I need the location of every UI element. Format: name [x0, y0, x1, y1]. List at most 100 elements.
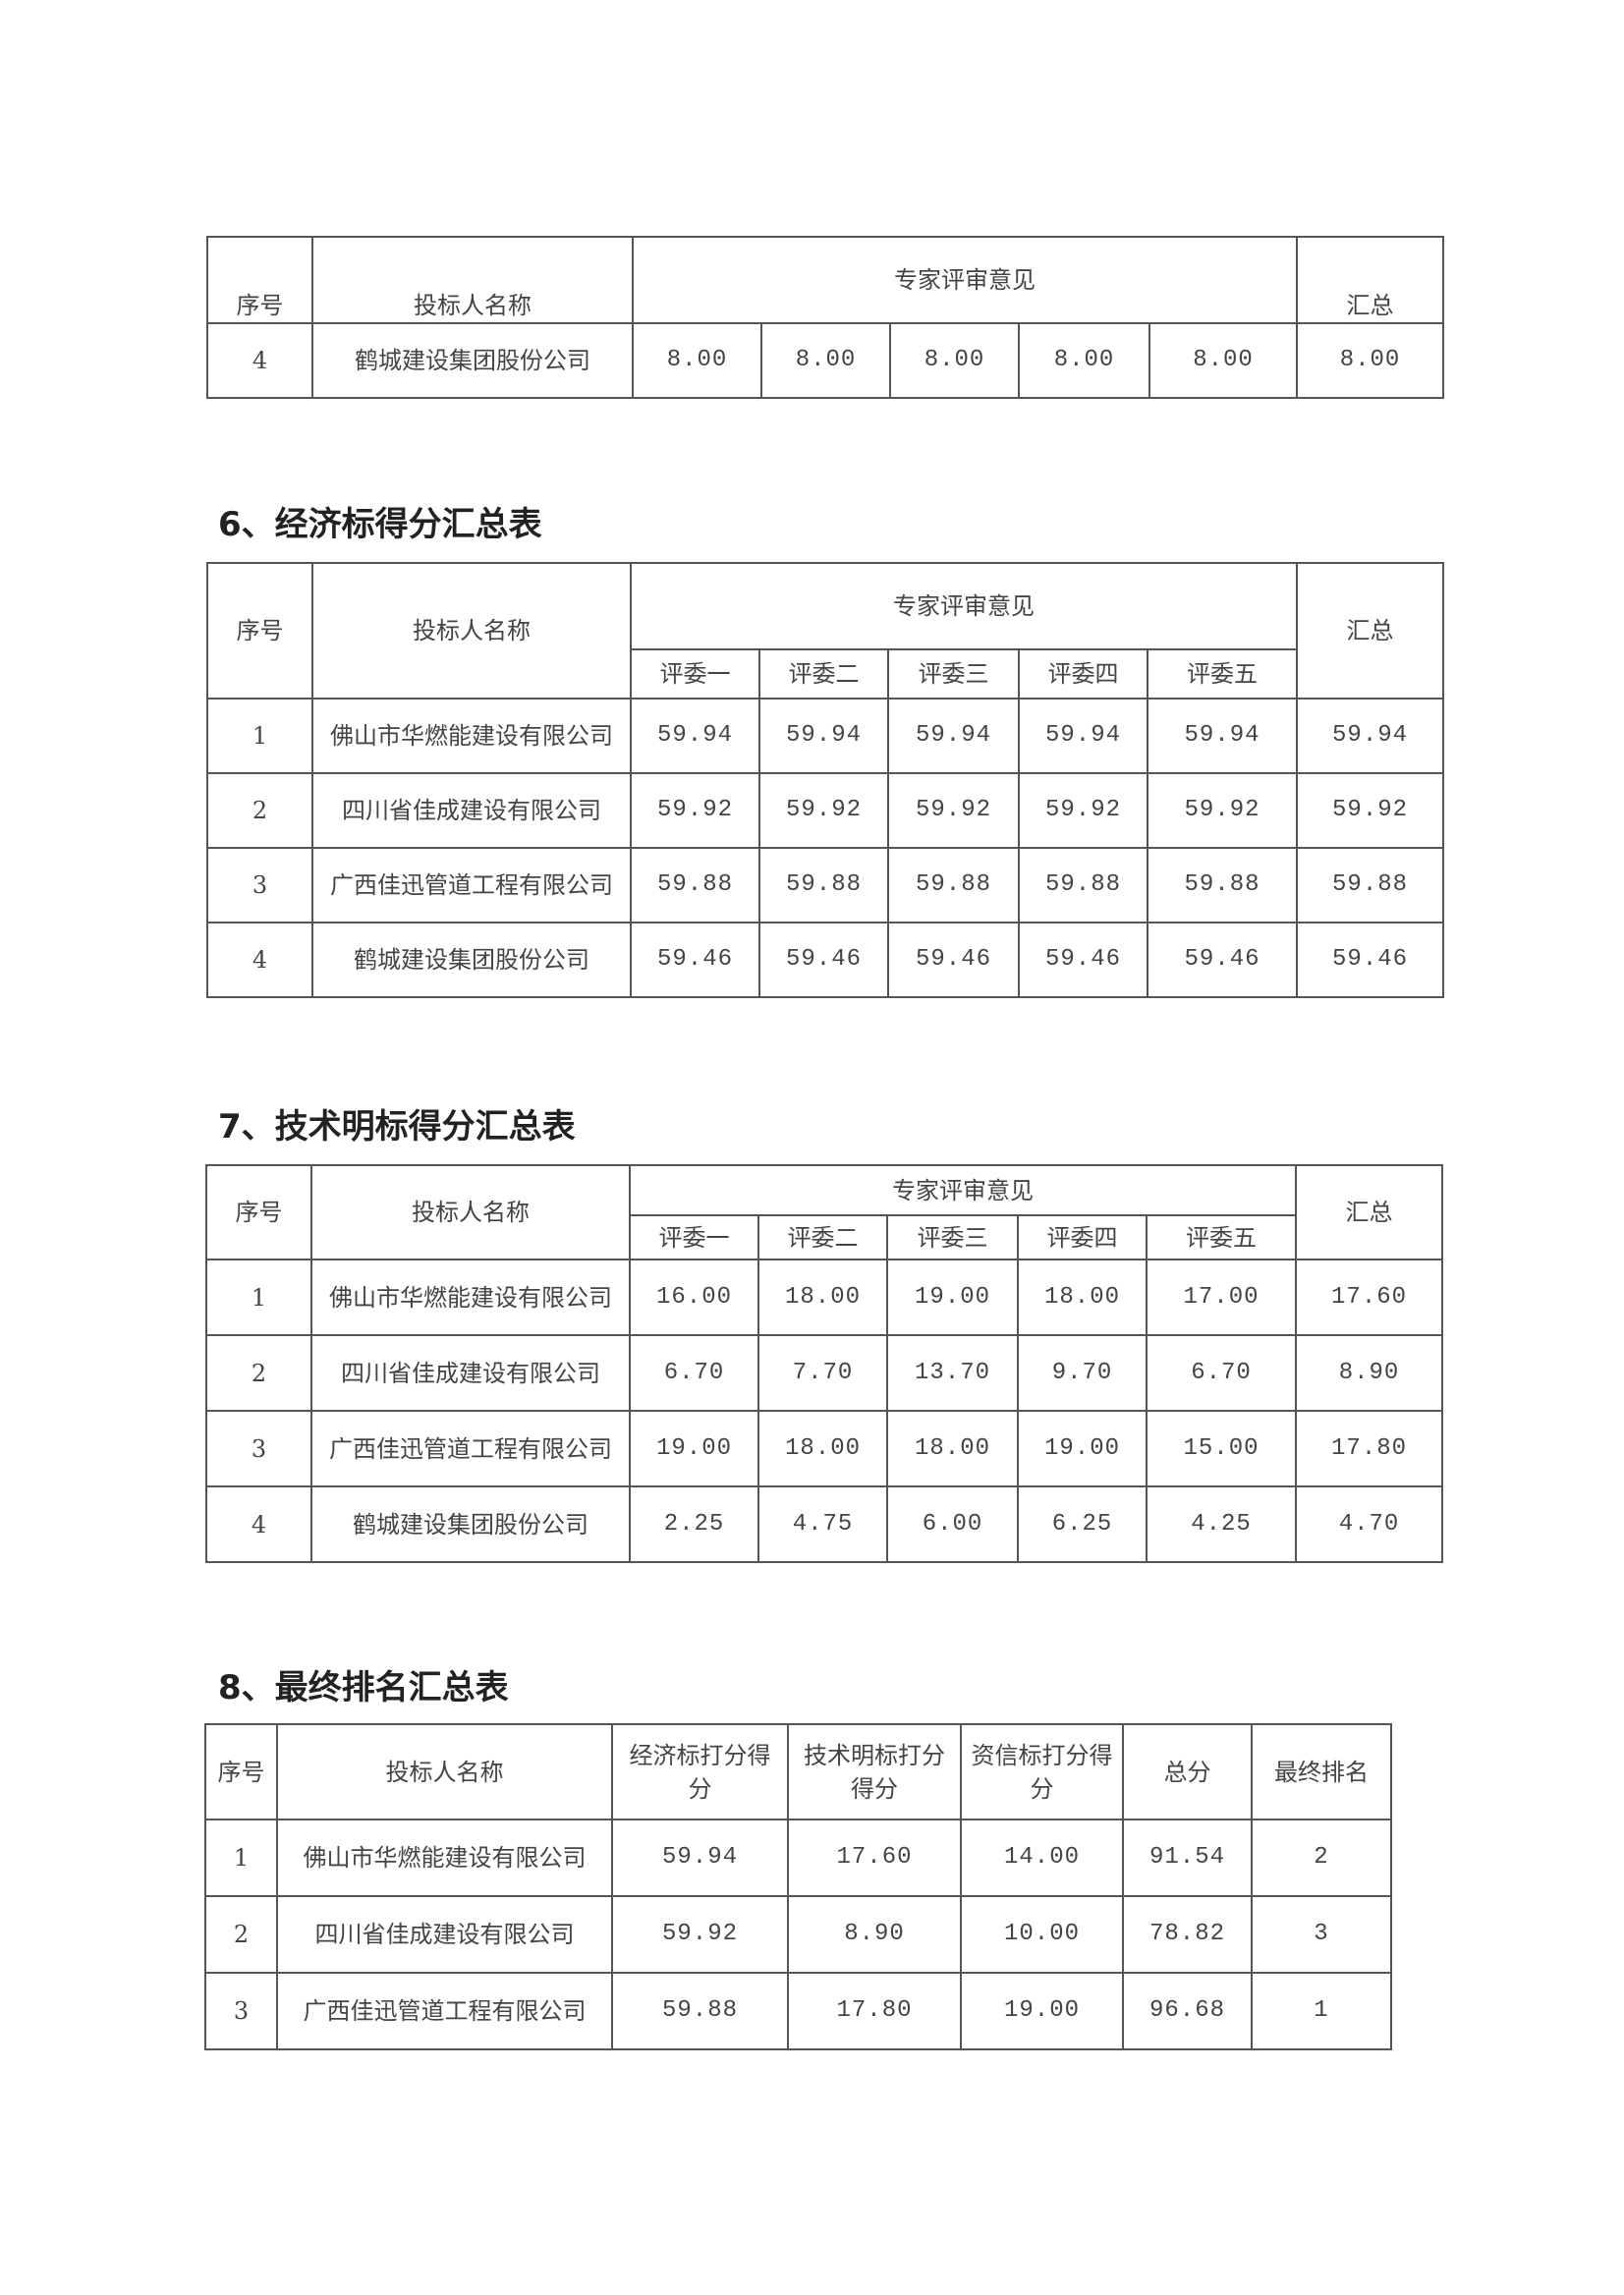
cell-score: 16.00	[629, 1259, 759, 1336]
header-judge-3: 评委三	[886, 1214, 1019, 1260]
cell-score: 17.00	[1145, 1259, 1298, 1336]
cell-total: 8.90	[1295, 1334, 1444, 1412]
cell-name: 鹤城建设集团股份公司	[311, 322, 634, 399]
cell-score: 18.00	[886, 1410, 1019, 1487]
cell-score: 8.00	[632, 322, 762, 399]
cell-score: 59.94	[630, 698, 760, 774]
cell-total: 8.00	[1296, 322, 1445, 399]
header-judge-5: 评委五	[1145, 1214, 1298, 1260]
cell-index: 4	[206, 322, 313, 399]
cell-total: 59.88	[1296, 847, 1445, 924]
cell-score: 59.46	[758, 922, 889, 998]
cell-total: 91.54	[1122, 1819, 1253, 1897]
cell-score: 59.92	[1018, 772, 1148, 849]
section-title-7: 7、技术明标得分汇总表	[218, 1107, 576, 1147]
cell-index: 4	[205, 1485, 312, 1563]
cell-score: 59.92	[887, 772, 1020, 849]
cell-score: 59.94	[1018, 698, 1148, 774]
table-row: 4 鹤城建设集团股份公司 8.00 8.00 8.00 8.00 8.00 8.…	[206, 322, 1445, 399]
cell-total: 59.94	[1296, 698, 1445, 774]
cell-score: 19.00	[629, 1410, 759, 1487]
cell-score: 19.00	[1017, 1410, 1148, 1487]
cell-score: 9.70	[1017, 1334, 1148, 1412]
header-index: 序号	[204, 1723, 278, 1820]
table-row: 3 广西佳迅管道工程有限公司 19.00 18.00 18.00 19.00 15.00 17…	[205, 1410, 1444, 1487]
cell-name: 佛山市华燃能建设有限公司	[276, 1819, 613, 1897]
cell-score: 18.00	[1017, 1259, 1148, 1336]
header-economic: 经济标打分得分	[611, 1723, 789, 1820]
cell-score: 59.88	[1018, 847, 1148, 924]
cell-index: 1	[205, 1259, 312, 1336]
cell-score: 8.00	[1148, 322, 1299, 399]
header-total: 汇总	[1296, 236, 1445, 324]
section-title-6: 6、经济标得分汇总表	[218, 505, 542, 544]
section-title-8: 8、最终排名汇总表	[218, 1668, 509, 1707]
cell-name: 四川省佳成建设有限公司	[276, 1895, 613, 1974]
cell-score: 59.88	[1146, 847, 1299, 924]
cell-score: 13.70	[886, 1334, 1019, 1412]
table-row: 2 四川省佳成建设有限公司 6.70 7.70 13.70 9.70 6.70 8.90	[205, 1334, 1444, 1412]
cell-score: 6.25	[1017, 1485, 1148, 1563]
cell-index: 2	[204, 1895, 278, 1974]
cell-name: 四川省佳成建设有限公司	[311, 772, 632, 849]
cell-technical: 17.60	[787, 1819, 962, 1897]
header-judge-1: 评委一	[630, 648, 760, 700]
header-name: 投标人名称	[276, 1723, 613, 1820]
cell-score: 59.88	[630, 847, 760, 924]
header-name: 投标人名称	[311, 236, 634, 324]
cell-credit: 19.00	[960, 1972, 1124, 2050]
header-experts: 专家评审意见	[631, 236, 1299, 324]
header-index: 序号	[206, 236, 313, 324]
cell-rank: 3	[1251, 1895, 1392, 1974]
cell-score: 59.94	[758, 698, 889, 774]
cell-score: 7.70	[757, 1334, 888, 1412]
cell-total: 17.80	[1295, 1410, 1444, 1487]
cell-score: 59.92	[1146, 772, 1299, 849]
cell-score: 59.94	[887, 698, 1020, 774]
cell-score: 59.46	[887, 922, 1020, 998]
cell-total: 78.82	[1122, 1895, 1253, 1974]
cell-rank: 1	[1251, 1972, 1392, 2050]
cell-technical: 17.80	[787, 1972, 962, 2050]
cell-score: 59.88	[887, 847, 1020, 924]
table-row: 1 佛山市华燃能建设有限公司 59.94 59.94 59.94 59.94 59.94 59…	[206, 698, 1445, 774]
cell-score: 8.00	[889, 322, 1020, 399]
cell-score: 18.00	[757, 1259, 888, 1336]
table5-continuation: 序号 投标人名称 专家评审意见 汇总 4 鹤城建设集团股份公司 8.00 8.0…	[206, 236, 1445, 399]
header-credit: 资信标打分得分	[960, 1723, 1124, 1820]
header-judge-4: 评委四	[1018, 648, 1148, 700]
cell-economic: 59.88	[611, 1972, 789, 2050]
table-row: 4 鹤城建设集团股份公司 2.25 4.75 6.00 6.25 4.25 4.70	[205, 1485, 1444, 1563]
cell-index: 3	[204, 1972, 278, 2050]
header-rank: 最终排名	[1251, 1723, 1392, 1820]
cell-name: 佛山市华燃能建设有限公司	[311, 698, 632, 774]
cell-rank: 2	[1251, 1819, 1392, 1897]
header-experts: 专家评审意见	[629, 562, 1299, 650]
cell-name: 佛山市华燃能建设有限公司	[310, 1259, 631, 1336]
cell-score: 2.25	[629, 1485, 759, 1563]
header-index: 序号	[205, 1164, 312, 1260]
header-judge-1: 评委一	[629, 1214, 759, 1260]
cell-name: 广西佳迅管道工程有限公司	[310, 1410, 631, 1487]
cell-total: 96.68	[1122, 1972, 1253, 2050]
table6-economic-scores: 序号 投标人名称 专家评审意见 汇总 评委一 评委二 评委三 评委四 评委五 1…	[206, 562, 1445, 998]
cell-score: 4.25	[1145, 1485, 1298, 1563]
cell-score: 59.92	[758, 772, 889, 849]
cell-name: 鹤城建设集团股份公司	[310, 1485, 631, 1563]
table-row: 2 四川省佳成建设有限公司 59.92 59.92 59.92 59.92 59.92 59.…	[206, 772, 1445, 849]
cell-score: 8.00	[1018, 322, 1150, 399]
cell-score: 59.92	[630, 772, 760, 849]
cell-score: 19.00	[886, 1259, 1019, 1336]
table-row: 2 四川省佳成建设有限公司 59.92 8.90 10.00 78.82 3	[204, 1895, 1392, 1974]
header-total: 汇总	[1296, 562, 1445, 700]
cell-score: 8.00	[760, 322, 891, 399]
header-judge-4: 评委四	[1017, 1214, 1148, 1260]
header-name: 投标人名称	[310, 1164, 631, 1260]
cell-score: 59.46	[1018, 922, 1148, 998]
cell-score: 59.88	[758, 847, 889, 924]
cell-name: 广西佳迅管道工程有限公司	[276, 1972, 613, 2050]
table7-technical-scores: 序号 投标人名称 专家评审意见 汇总 评委一 评委二 评委三 评委四 评委五 1…	[205, 1164, 1444, 1563]
cell-score: 6.00	[886, 1485, 1019, 1563]
cell-credit: 10.00	[960, 1895, 1124, 1974]
header-index: 序号	[206, 562, 313, 700]
